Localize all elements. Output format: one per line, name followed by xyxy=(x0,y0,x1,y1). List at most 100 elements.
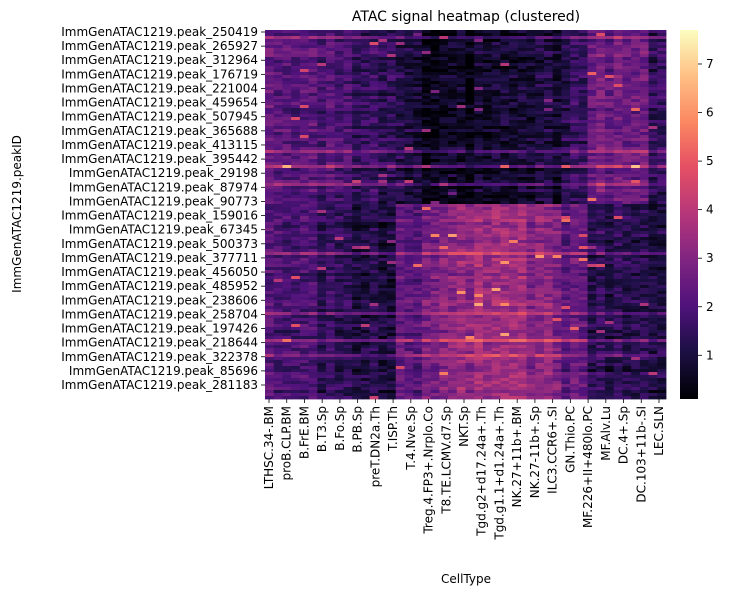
heatmap-cell xyxy=(526,216,536,220)
heatmap-cell xyxy=(639,237,649,241)
heatmap-cell xyxy=(622,159,632,163)
heatmap-cell xyxy=(552,33,562,37)
heatmap-cell xyxy=(474,78,484,82)
heatmap-cell xyxy=(474,321,484,325)
heatmap-cell xyxy=(517,168,527,172)
heatmap-cell xyxy=(360,102,371,106)
heatmap-cell xyxy=(604,246,615,250)
heatmap-cell xyxy=(404,321,414,325)
heatmap-cell xyxy=(360,273,371,277)
heatmap-cell xyxy=(343,129,353,133)
heatmap-cell xyxy=(561,318,571,322)
heatmap-cell xyxy=(360,276,371,280)
heatmap-cell xyxy=(421,246,432,250)
heatmap-cell xyxy=(273,324,283,328)
heatmap-cell xyxy=(509,63,519,67)
heatmap-cell xyxy=(639,99,649,103)
heatmap-cell xyxy=(439,42,449,46)
heatmap-cell xyxy=(639,183,649,187)
heatmap-cell xyxy=(578,189,588,193)
heatmap-cell xyxy=(596,285,606,289)
heatmap-cell xyxy=(526,333,536,337)
heatmap-cell xyxy=(317,99,327,103)
heatmap-cell xyxy=(561,60,571,64)
heatmap-cell xyxy=(552,69,562,73)
heatmap-cell xyxy=(378,75,388,79)
heatmap-cell xyxy=(631,135,641,139)
heatmap-cell xyxy=(421,114,432,118)
heatmap-cell xyxy=(387,123,397,127)
heatmap-cell xyxy=(639,54,649,58)
heatmap-cell xyxy=(308,135,318,139)
heatmap-cell xyxy=(273,291,283,295)
heatmap-cell xyxy=(448,177,458,181)
heatmap-cell xyxy=(561,111,571,115)
heatmap-cell xyxy=(482,144,493,148)
heatmap-cell xyxy=(326,288,336,292)
heatmap-cell xyxy=(552,39,562,43)
heatmap-cell xyxy=(578,222,588,226)
heatmap-cell xyxy=(578,90,588,94)
heatmap-cell xyxy=(439,90,449,94)
heatmap-cell xyxy=(622,105,632,109)
heatmap-cell xyxy=(308,84,318,88)
heatmap-cell xyxy=(395,177,405,181)
heatmap-cell xyxy=(639,285,649,289)
heatmap-cell xyxy=(465,87,475,91)
heatmap-cell xyxy=(482,57,493,61)
heatmap-cell xyxy=(369,204,379,208)
heatmap-cell xyxy=(308,177,318,181)
heatmap-cell xyxy=(291,123,301,127)
heatmap-cell xyxy=(439,303,449,307)
heatmap-cell xyxy=(299,114,309,118)
heatmap-cell xyxy=(631,141,641,145)
heatmap-cell xyxy=(439,354,449,358)
heatmap-cell xyxy=(308,186,318,190)
heatmap-cell xyxy=(395,108,405,112)
heatmap-cell xyxy=(517,159,527,163)
heatmap-cell xyxy=(334,177,344,181)
heatmap-cell xyxy=(509,321,519,325)
heatmap-cell xyxy=(378,42,388,46)
heatmap-cell xyxy=(517,69,527,73)
heatmap-cell xyxy=(430,342,440,346)
heatmap-cell xyxy=(509,54,519,58)
heatmap-cell xyxy=(317,348,327,352)
heatmap-cell xyxy=(326,261,336,265)
heatmap-cell xyxy=(482,228,493,232)
heatmap-cell xyxy=(596,72,606,76)
heatmap-cell xyxy=(369,219,379,223)
heatmap-cell xyxy=(430,162,440,166)
heatmap-cell xyxy=(578,33,588,37)
heatmap-cell xyxy=(299,150,309,154)
heatmap-cell xyxy=(369,99,379,103)
heatmap-cell xyxy=(639,33,649,37)
heatmap-cell xyxy=(308,279,318,283)
heatmap-cell xyxy=(369,306,379,310)
heatmap-cell xyxy=(500,264,510,268)
heatmap-cell xyxy=(500,180,510,184)
heatmap-cell xyxy=(465,195,475,199)
heatmap-cell xyxy=(543,225,554,229)
heatmap-cell xyxy=(430,207,440,211)
heatmap-cell xyxy=(378,174,388,178)
heatmap-cell xyxy=(265,321,275,325)
heatmap-cell xyxy=(604,198,615,202)
heatmap-cell xyxy=(613,36,623,40)
heatmap-cell xyxy=(482,84,493,88)
heatmap-cell xyxy=(648,33,658,37)
heatmap-cell xyxy=(413,318,423,322)
heatmap-cell xyxy=(439,96,449,100)
heatmap-cell xyxy=(613,141,623,145)
heatmap-cell xyxy=(613,189,623,193)
heatmap-cell xyxy=(265,180,275,184)
heatmap-cell xyxy=(657,105,667,109)
heatmap-cell xyxy=(631,297,641,301)
heatmap-cell xyxy=(509,213,519,217)
heatmap-cell xyxy=(352,54,362,58)
heatmap-cell xyxy=(578,234,588,238)
heatmap-cell xyxy=(535,243,545,247)
heatmap-cell xyxy=(273,273,283,277)
heatmap-cell xyxy=(413,219,423,223)
heatmap-cell xyxy=(378,237,388,241)
